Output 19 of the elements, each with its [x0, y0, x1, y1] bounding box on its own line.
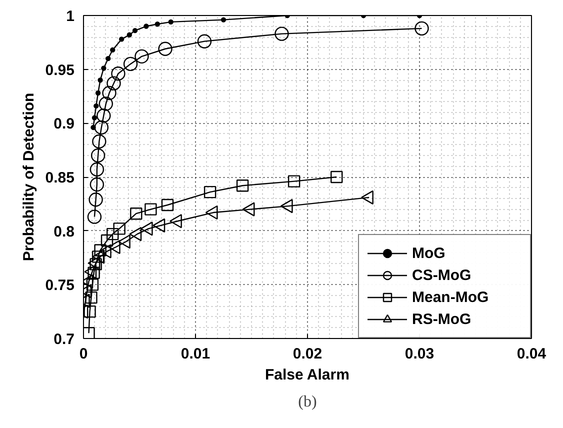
- legend-label: Mean-MoG: [412, 288, 490, 306]
- x-tick-label: 0.04: [516, 346, 547, 362]
- x-tick-label: 0: [79, 346, 88, 362]
- legend-label: MoG: [412, 244, 446, 262]
- legend-label: RS-MoG: [412, 310, 472, 328]
- y-tick-label: 0.8: [54, 223, 75, 240]
- y-axis-title: Probability of Detection: [20, 92, 38, 262]
- legend-label: CS-MoG: [412, 266, 472, 284]
- x-tick-label: 0.01: [180, 346, 210, 362]
- x-axis-title: False Alarm: [264, 366, 350, 384]
- x-tick-label: 0.02: [292, 346, 322, 362]
- text: (b): [298, 394, 317, 410]
- y-tick-label: 1: [66, 8, 74, 25]
- y-tick-label: 0.9: [54, 116, 75, 133]
- y-tick-label: 0.7: [54, 331, 75, 348]
- x-tick-label: 0.03: [404, 346, 434, 362]
- y-tick-label: 0.75: [45, 277, 75, 294]
- y-tick-label: 0.85: [45, 170, 75, 186]
- y-tick-label: 0.95: [45, 62, 75, 79]
